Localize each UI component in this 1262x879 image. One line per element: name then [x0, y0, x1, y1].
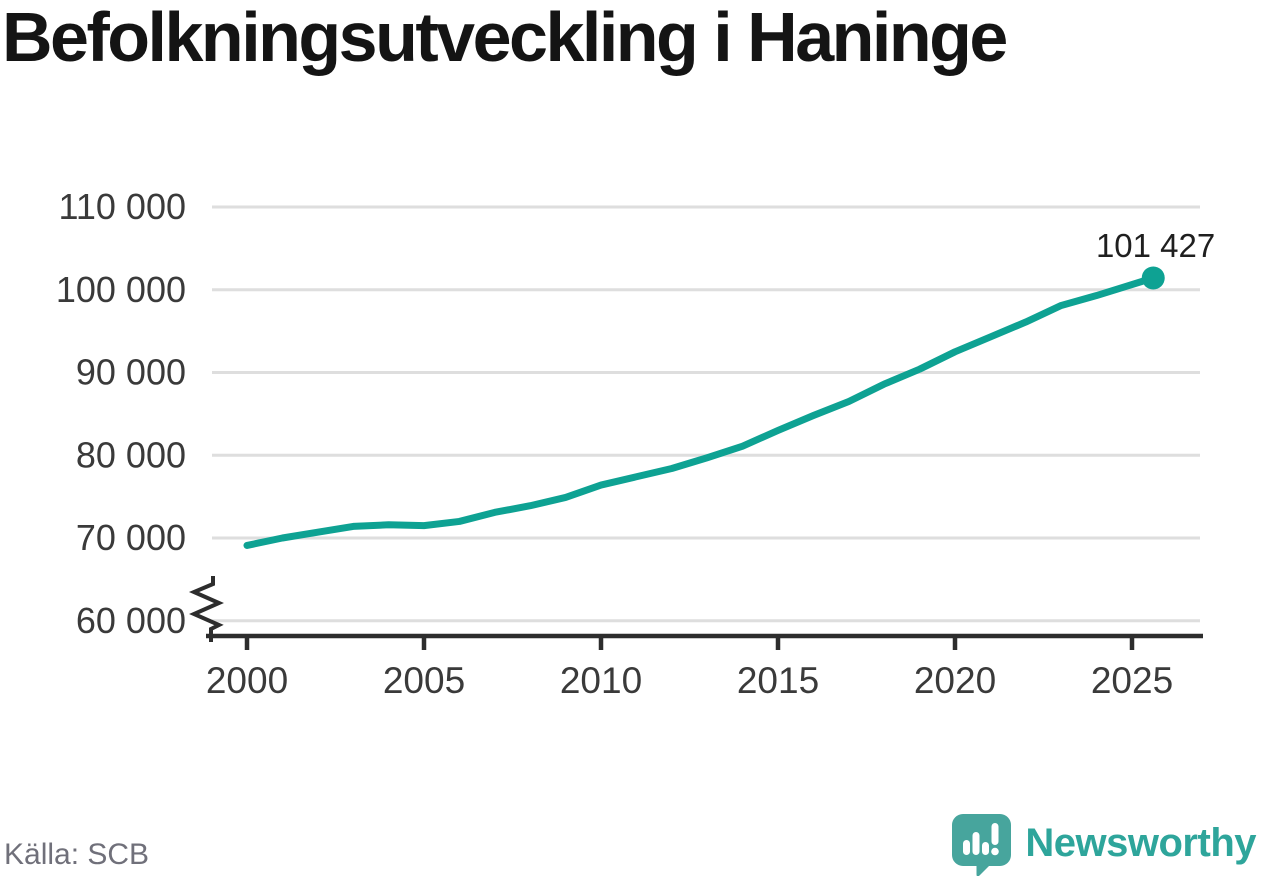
- newsworthy-wordmark: Newsworthy: [1025, 820, 1256, 865]
- source-caption: Källa: SCB: [4, 838, 150, 871]
- x-axis-tick-label: 2025: [1091, 660, 1173, 701]
- chart-title: Befolkningsutveckling i Haninge: [2, 0, 1008, 76]
- end-value-label: 101 427: [1096, 227, 1215, 264]
- newsworthy-logo: Newsworthy: [951, 813, 1256, 876]
- y-axis-tick-label: 90 000: [76, 352, 186, 393]
- bar-3: [982, 842, 990, 855]
- y-axis-tick-label: 110 000: [59, 186, 186, 227]
- x-axis-tick-label: 2020: [914, 660, 996, 701]
- speech-bubble-shape: [952, 814, 1012, 876]
- y-axis-break-icon: [188, 576, 224, 642]
- x-axis-tick-label: 2005: [383, 660, 465, 701]
- x-axis-tick-label: 2000: [206, 660, 288, 701]
- exclamation-bar: [991, 823, 999, 845]
- y-axis-tick-label: 60 000: [76, 600, 186, 641]
- y-axis-tick-label: 80 000: [76, 434, 186, 475]
- data-series-layer: 101 427: [243, 227, 1215, 549]
- population-line-chart: 110 000 100 000 90 000 80 000 70 000 60 000 2…: [56, 186, 1215, 701]
- bar-1: [963, 840, 971, 855]
- gridlines-layer: 110 000 100 000 90 000 80 000 70 000 60 000: [56, 186, 1200, 641]
- exclamation-dot: [991, 847, 1000, 856]
- newsworthy-bubble-chart-icon: [952, 814, 1012, 876]
- series-end-dot: [1141, 266, 1165, 290]
- bar-2: [972, 832, 980, 855]
- x-axis-ticks-layer: 2000 2005 2010 2015 2020 2025: [206, 636, 1173, 701]
- y-axis-tick-label: 70 000: [76, 517, 186, 558]
- y-axis-tick-label: 100 000: [56, 269, 186, 310]
- x-axis-tick-label: 2010: [560, 660, 642, 701]
- population-series-line: [243, 274, 1157, 549]
- x-axis-tick-label: 2015: [737, 660, 819, 701]
